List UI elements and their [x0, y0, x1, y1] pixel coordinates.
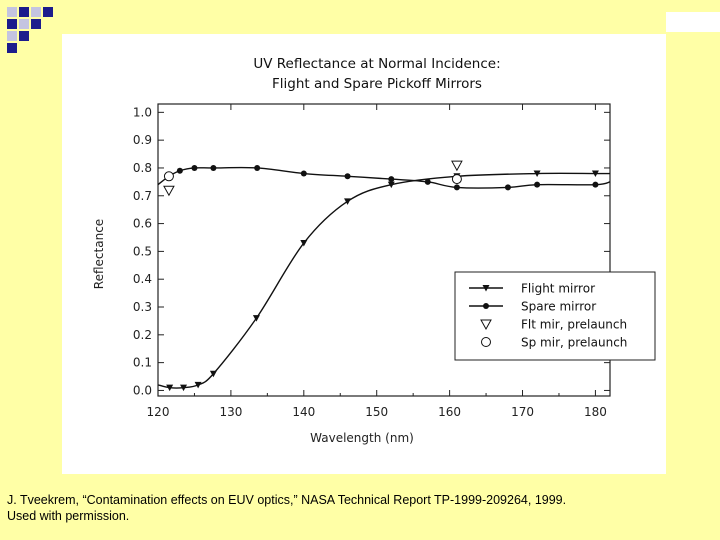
y-tick-label: 1.0	[133, 105, 152, 119]
data-point-prelaunch	[451, 160, 463, 172]
x-axis-label: Wavelength (nm)	[310, 431, 414, 445]
decor-square	[31, 7, 41, 17]
y-tick-label: 0.0	[133, 383, 152, 397]
data-point	[210, 164, 217, 171]
data-point-prelaunch	[451, 174, 462, 185]
legend-swatch-marker	[480, 319, 492, 331]
caption-line-2: Used with permission.	[7, 509, 130, 523]
plot-frame	[157, 103, 611, 397]
data-point-prelaunch	[163, 171, 174, 182]
legend-entry-label: Flight mirror	[521, 282, 595, 296]
data-point	[209, 370, 217, 378]
legend-entry-label: Flt mir, prelaunch	[521, 318, 627, 332]
data-point	[592, 181, 599, 188]
decor-square	[19, 31, 29, 41]
decor-square	[7, 7, 17, 17]
caption-line-1: J. Tveekrem, “Contamination effects on E…	[7, 493, 567, 507]
chart-legend: Flight mirror Spare mirror Flt mir, prelau…	[454, 271, 656, 361]
y-tick-label: 0.4	[133, 272, 152, 286]
decor-square	[7, 19, 17, 29]
data-point	[300, 170, 307, 177]
y-tick-label: 0.5	[133, 244, 152, 258]
x-tick-label: 170	[511, 405, 534, 419]
data-point	[252, 315, 260, 322]
legend-entry-label: Sp mir, prelaunch	[521, 336, 627, 350]
reflectance-chart: 120 130 140 150 160 170 180 0.0 0.1 0.2 0.3 0.4 0.5 0…	[92, 56, 656, 445]
data-point	[388, 176, 395, 183]
data-point	[453, 184, 460, 191]
y-axis-label: Reflectance	[92, 219, 106, 289]
legend-swatch-marker	[482, 285, 490, 292]
legend-entry-label: Spare mirror	[521, 300, 596, 314]
x-tick-label: 140	[292, 405, 315, 419]
y-tick-label: 0.8	[133, 161, 152, 175]
x-tick-label: 180	[584, 405, 607, 419]
y-tick-label: 0.9	[133, 133, 152, 147]
data-point	[166, 384, 174, 392]
series-markers	[163, 160, 599, 392]
y-tick-label: 0.2	[133, 328, 152, 342]
data-point	[344, 198, 352, 205]
data-point	[504, 184, 511, 191]
chart-title-line2: Flight and Spare Pickoff Mirrors	[272, 76, 482, 92]
chart-panel: 120 130 140 150 160 170 180 0.0 0.1 0.2 0.3 0.4 0.5 0…	[62, 34, 666, 474]
data-point	[194, 381, 202, 389]
y-tick-label: 0.3	[133, 300, 152, 314]
data-point	[180, 384, 188, 392]
decor-square	[7, 31, 17, 41]
decor-square	[19, 19, 29, 29]
y-tick-label: 0.6	[133, 217, 152, 231]
decor-square	[43, 7, 53, 17]
data-point	[424, 178, 431, 185]
legend-swatch-marker	[481, 337, 491, 347]
slide-caption: J. Tveekrem, “Contamination effects on E…	[7, 492, 707, 524]
data-point	[254, 164, 261, 171]
x-tick-label: 150	[365, 405, 388, 419]
plot-axes: 120 130 140 150 160 170 180 0.0 0.1 0.2 0.3 0.4 0.5 0…	[133, 103, 611, 419]
decor-square	[19, 7, 29, 17]
decor-square	[31, 19, 41, 29]
data-point	[344, 173, 351, 180]
y-tick-label: 0.7	[133, 189, 152, 203]
data-point	[191, 164, 198, 171]
x-tick-label: 160	[438, 405, 461, 419]
data-point	[300, 240, 308, 247]
x-tick-label: 130	[219, 405, 242, 419]
data-point	[387, 181, 395, 189]
data-point	[533, 170, 541, 178]
decor-square	[7, 43, 17, 53]
data-point	[534, 181, 541, 188]
data-point-prelaunch	[163, 185, 175, 197]
decor-bar	[666, 12, 720, 32]
series-line-spare-mirror	[157, 166, 611, 189]
x-tick-label: 120	[147, 405, 170, 419]
y-tick-label: 0.1	[133, 356, 152, 370]
legend-swatch-marker	[483, 303, 489, 309]
chart-title-line1: UV Reflectance at Normal Incidence:	[253, 56, 500, 72]
data-point	[176, 167, 183, 174]
data-point	[591, 170, 599, 178]
